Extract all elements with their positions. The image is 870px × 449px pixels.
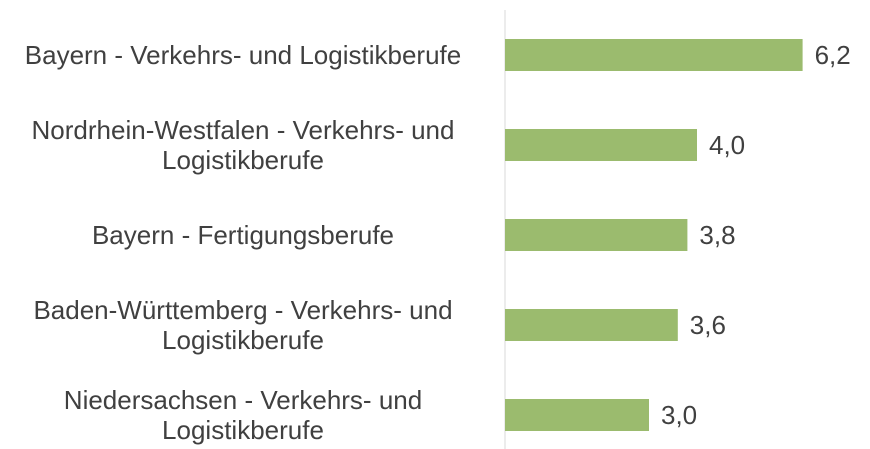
value-label: 3,0 [661, 400, 697, 430]
category-label: Niedersachsen - Verkehrs- und Logistikbe… [63, 385, 423, 445]
bar [505, 219, 688, 251]
bar [505, 129, 697, 161]
category-label: Baden-Württemberg - Verkehrs- und Logist… [33, 295, 453, 355]
value-label: 3,8 [699, 220, 735, 250]
bar [505, 309, 678, 341]
bar [505, 399, 649, 431]
value-label: 4,0 [709, 130, 745, 160]
value-label: 3,6 [690, 310, 726, 340]
category-label: Nordrhein-Westfalen - Verkehrs- und Logi… [31, 115, 455, 175]
category-label: Bayern - Verkehrs- und Logistikberufe [24, 40, 462, 70]
value-label: 6,2 [815, 40, 851, 70]
category-label: Bayern - Fertigungsberufe [91, 220, 395, 250]
bar [505, 39, 803, 71]
